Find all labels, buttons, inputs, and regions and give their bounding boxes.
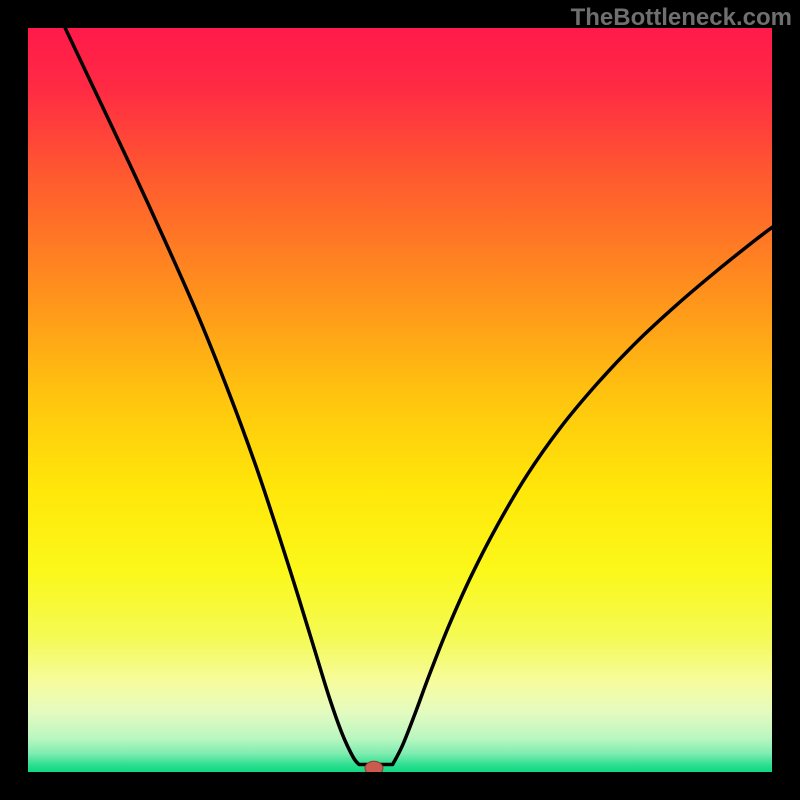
optimal-point-marker (365, 761, 383, 772)
gradient-background (28, 28, 772, 772)
watermark-text: TheBottleneck.com (571, 4, 792, 32)
chart-frame: TheBottleneck.com (0, 0, 800, 800)
plot-svg (28, 28, 772, 772)
plot-area (28, 28, 772, 772)
